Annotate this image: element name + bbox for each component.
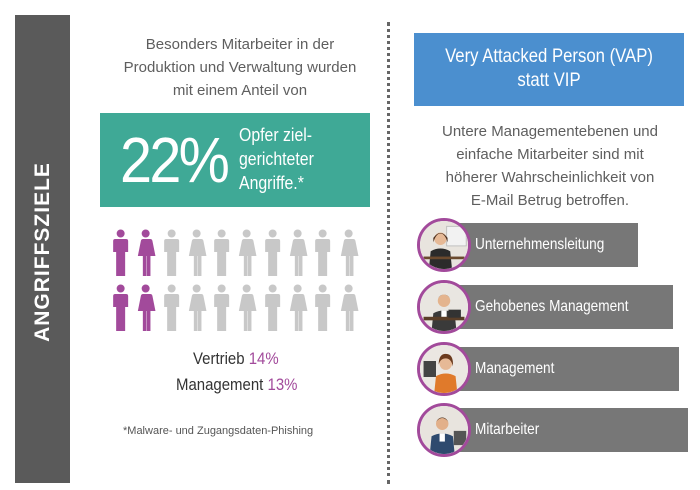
executive-woman-icon	[417, 218, 471, 272]
intro-line: mit einem Anteil von	[172, 82, 308, 99]
dotted-divider	[387, 22, 390, 484]
level-label: Unternehmensleitung	[475, 236, 605, 253]
level-bar-executive: Unternehmensleitung	[445, 223, 638, 267]
senior-manager-icon	[417, 280, 471, 334]
person-highlighted-icon	[113, 284, 129, 331]
person-icon	[289, 229, 308, 276]
level-label: Management	[475, 360, 555, 377]
intro-line: Produktion und Verwaltung wurden	[123, 59, 357, 76]
person-icon	[239, 284, 257, 331]
stat-description: Opfer ziel- gerichteter Angriffe.*	[239, 123, 314, 195]
person-icon	[340, 229, 359, 276]
stat-line: Opfer ziel-	[239, 125, 313, 145]
level-bar-employees: Mitarbeiter	[445, 408, 688, 452]
person-icon	[264, 229, 280, 276]
stat-line: gerichteter	[239, 149, 314, 169]
level-bar-management: Management	[445, 347, 679, 391]
person-highlighted-icon	[138, 229, 156, 276]
description-line: einfache Mitarbeiter sind mit	[456, 146, 644, 163]
legend-value: 13%	[267, 375, 298, 394]
person-icon	[315, 284, 331, 331]
person-highlighted-icon	[113, 229, 129, 276]
level-label: Mitarbeiter	[475, 421, 540, 438]
person-icon	[163, 284, 179, 331]
person-icon	[340, 284, 359, 331]
legend-value: 14%	[248, 349, 279, 368]
legend-label: Vertrieb	[193, 349, 245, 368]
description-line: E-Mail Betrug betroffen.	[470, 192, 630, 209]
stat-line: Angriffe.*	[239, 173, 304, 193]
vap-title: Very Attacked Person (VAP)	[445, 46, 653, 67]
vap-subtitle: statt VIP	[517, 70, 581, 91]
footnote: *Malware- und Zugangsdaten-Phishing	[123, 425, 314, 437]
person-icon	[188, 284, 207, 331]
person-icon	[239, 229, 257, 276]
intro-line: Besonders Mitarbeiter in der	[145, 36, 335, 53]
person-icon	[163, 229, 179, 276]
legend-management: Management 13%	[176, 374, 299, 396]
sidebar-title: ANGRIFFSZIELE	[31, 162, 54, 342]
stat-box: 22% Opfer ziel- gerichteter Angriffe.*	[100, 113, 370, 207]
person-icon	[315, 229, 331, 276]
intro-text: Besonders Mitarbeiter in der Produktion …	[95, 33, 385, 102]
description-line: höherer Wahrscheinlichkeit von	[445, 169, 655, 186]
employee-icon	[417, 403, 471, 457]
vap-description: Untere Managementebenen und einfache Mit…	[405, 120, 695, 212]
person-icon	[289, 284, 308, 331]
person-icon	[214, 229, 230, 276]
vap-box: Very Attacked Person (VAP) statt VIP	[414, 33, 684, 106]
stat-percentage: 22%	[120, 124, 230, 196]
people-row-management	[108, 283, 361, 333]
level-bar-senior-management: Gehobenes Management	[445, 285, 673, 329]
person-icon	[264, 284, 280, 331]
legend-sales: Vertrieb 14%	[193, 348, 316, 370]
person-highlighted-icon	[138, 284, 156, 331]
sidebar-band	[15, 15, 70, 483]
person-icon	[188, 229, 207, 276]
level-label: Gehobenes Management	[475, 298, 629, 315]
manager-woman-icon	[417, 342, 471, 396]
legend-label: Management	[176, 375, 264, 394]
person-icon	[214, 284, 230, 331]
people-row-sales	[108, 228, 361, 278]
description-line: Untere Managementebenen und	[442, 123, 658, 140]
